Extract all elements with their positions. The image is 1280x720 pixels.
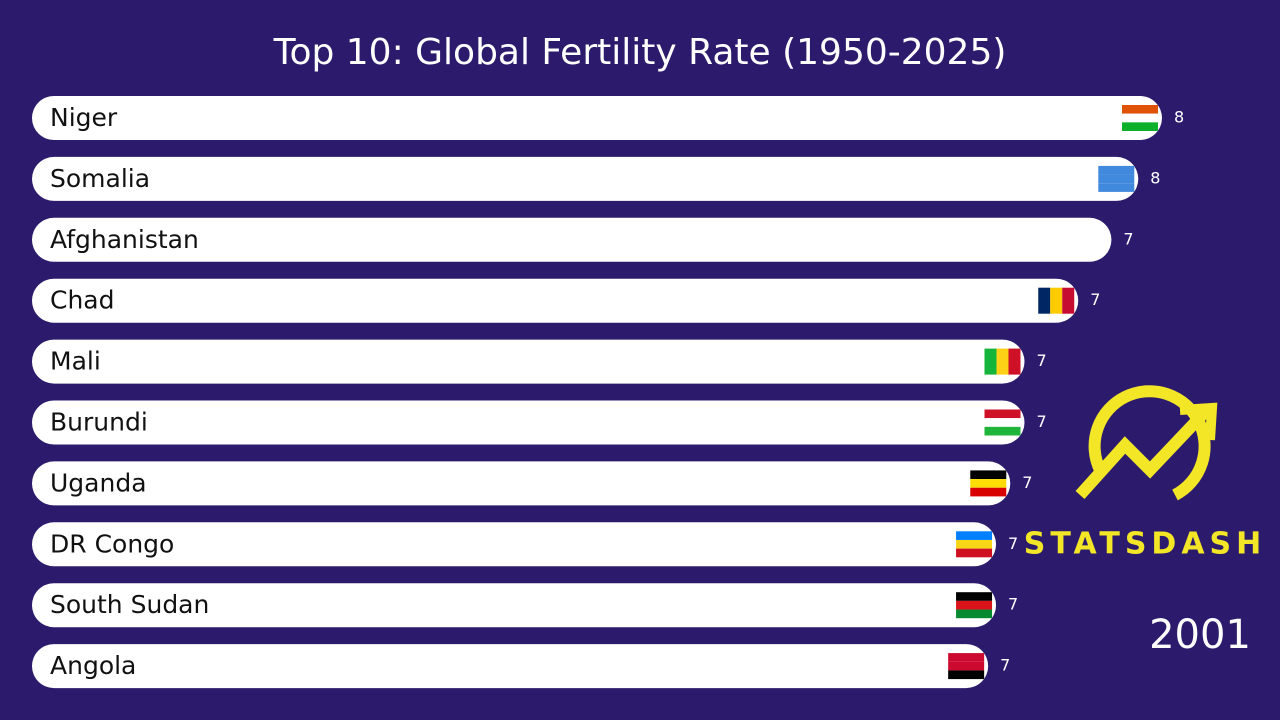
bar xyxy=(32,583,997,628)
flag-stripe xyxy=(956,592,993,601)
flag-stripe xyxy=(984,348,997,375)
value-label: 8 xyxy=(1150,168,1160,187)
category-label: Niger xyxy=(50,103,118,132)
logo-text: STATSDASH xyxy=(1024,527,1267,562)
flag-icon xyxy=(1098,165,1135,192)
category-label: Uganda xyxy=(50,468,147,497)
value-label: 7 xyxy=(1037,351,1047,370)
value-label: 7 xyxy=(1008,534,1018,553)
flag-stripe xyxy=(948,661,985,671)
value-label: 7 xyxy=(1037,412,1047,431)
value-label: 7 xyxy=(1123,229,1133,248)
category-label: DR Congo xyxy=(50,529,174,558)
flag-icon xyxy=(984,348,1021,375)
category-label: Somalia xyxy=(50,164,150,193)
bar xyxy=(32,278,1079,323)
bar xyxy=(32,400,1025,445)
flag-stripe xyxy=(1098,174,1135,184)
flag-stripe xyxy=(996,348,1009,375)
bar xyxy=(32,644,989,689)
flag-icon xyxy=(1038,287,1075,314)
value-label: 7 xyxy=(1090,290,1100,309)
flag-stripe xyxy=(956,600,993,610)
flag-icon xyxy=(970,470,1007,497)
chart-title: Top 10: Global Fertility Rate (1950-2025… xyxy=(273,32,1007,73)
category-label: Chad xyxy=(50,286,115,315)
flag-stripe xyxy=(1122,122,1158,131)
flag-stripe xyxy=(970,470,1007,480)
flag-stripe xyxy=(1038,287,1051,314)
flag-icon xyxy=(1122,105,1158,131)
flag-icon xyxy=(1071,226,1108,253)
flag-icon xyxy=(956,531,993,558)
flag-stripe xyxy=(1071,226,1108,236)
flag-stripe xyxy=(948,653,985,662)
category-label: Burundi xyxy=(50,408,148,437)
flag-stripe xyxy=(1098,183,1135,192)
flag-stripe xyxy=(956,531,993,540)
flag-stripe xyxy=(1098,165,1135,175)
logo-icon xyxy=(1075,385,1218,501)
flag-stripe xyxy=(1062,287,1075,314)
value-label: 7 xyxy=(1008,595,1018,614)
flag-stripe xyxy=(970,487,1007,497)
flag-icon xyxy=(948,653,985,680)
flag-stripe xyxy=(1122,105,1158,114)
flag-stripe xyxy=(948,670,985,680)
category-label: Mali xyxy=(50,347,101,376)
bar xyxy=(32,522,997,567)
flag-stripe xyxy=(956,548,993,558)
flag-stripe xyxy=(956,539,993,549)
year-label: 2001 xyxy=(1149,612,1251,658)
flag-stripe xyxy=(970,479,1007,488)
flag-stripe xyxy=(1071,235,1108,245)
flag-stripe xyxy=(984,426,1021,436)
value-label: 8 xyxy=(1174,108,1184,127)
bar xyxy=(32,96,1162,140)
flag-stripe xyxy=(984,409,1021,419)
flag-stripe xyxy=(956,609,993,619)
category-label: Angola xyxy=(50,651,136,680)
category-label: Afghanistan xyxy=(50,225,199,254)
flag-stripe xyxy=(1122,113,1158,123)
bar xyxy=(32,461,1011,506)
flag-icon xyxy=(956,592,993,619)
flag-stripe xyxy=(1071,244,1108,253)
flag-stripe xyxy=(1008,348,1021,375)
value-label: 7 xyxy=(1000,656,1010,675)
bar xyxy=(32,339,1025,384)
flag-icon xyxy=(984,409,1021,436)
flag-stripe xyxy=(984,418,1021,427)
category-label: South Sudan xyxy=(50,590,209,619)
bar xyxy=(32,156,1139,201)
value-label: 7 xyxy=(1022,473,1032,492)
flag-stripe xyxy=(1050,287,1063,314)
bar xyxy=(32,217,1112,262)
